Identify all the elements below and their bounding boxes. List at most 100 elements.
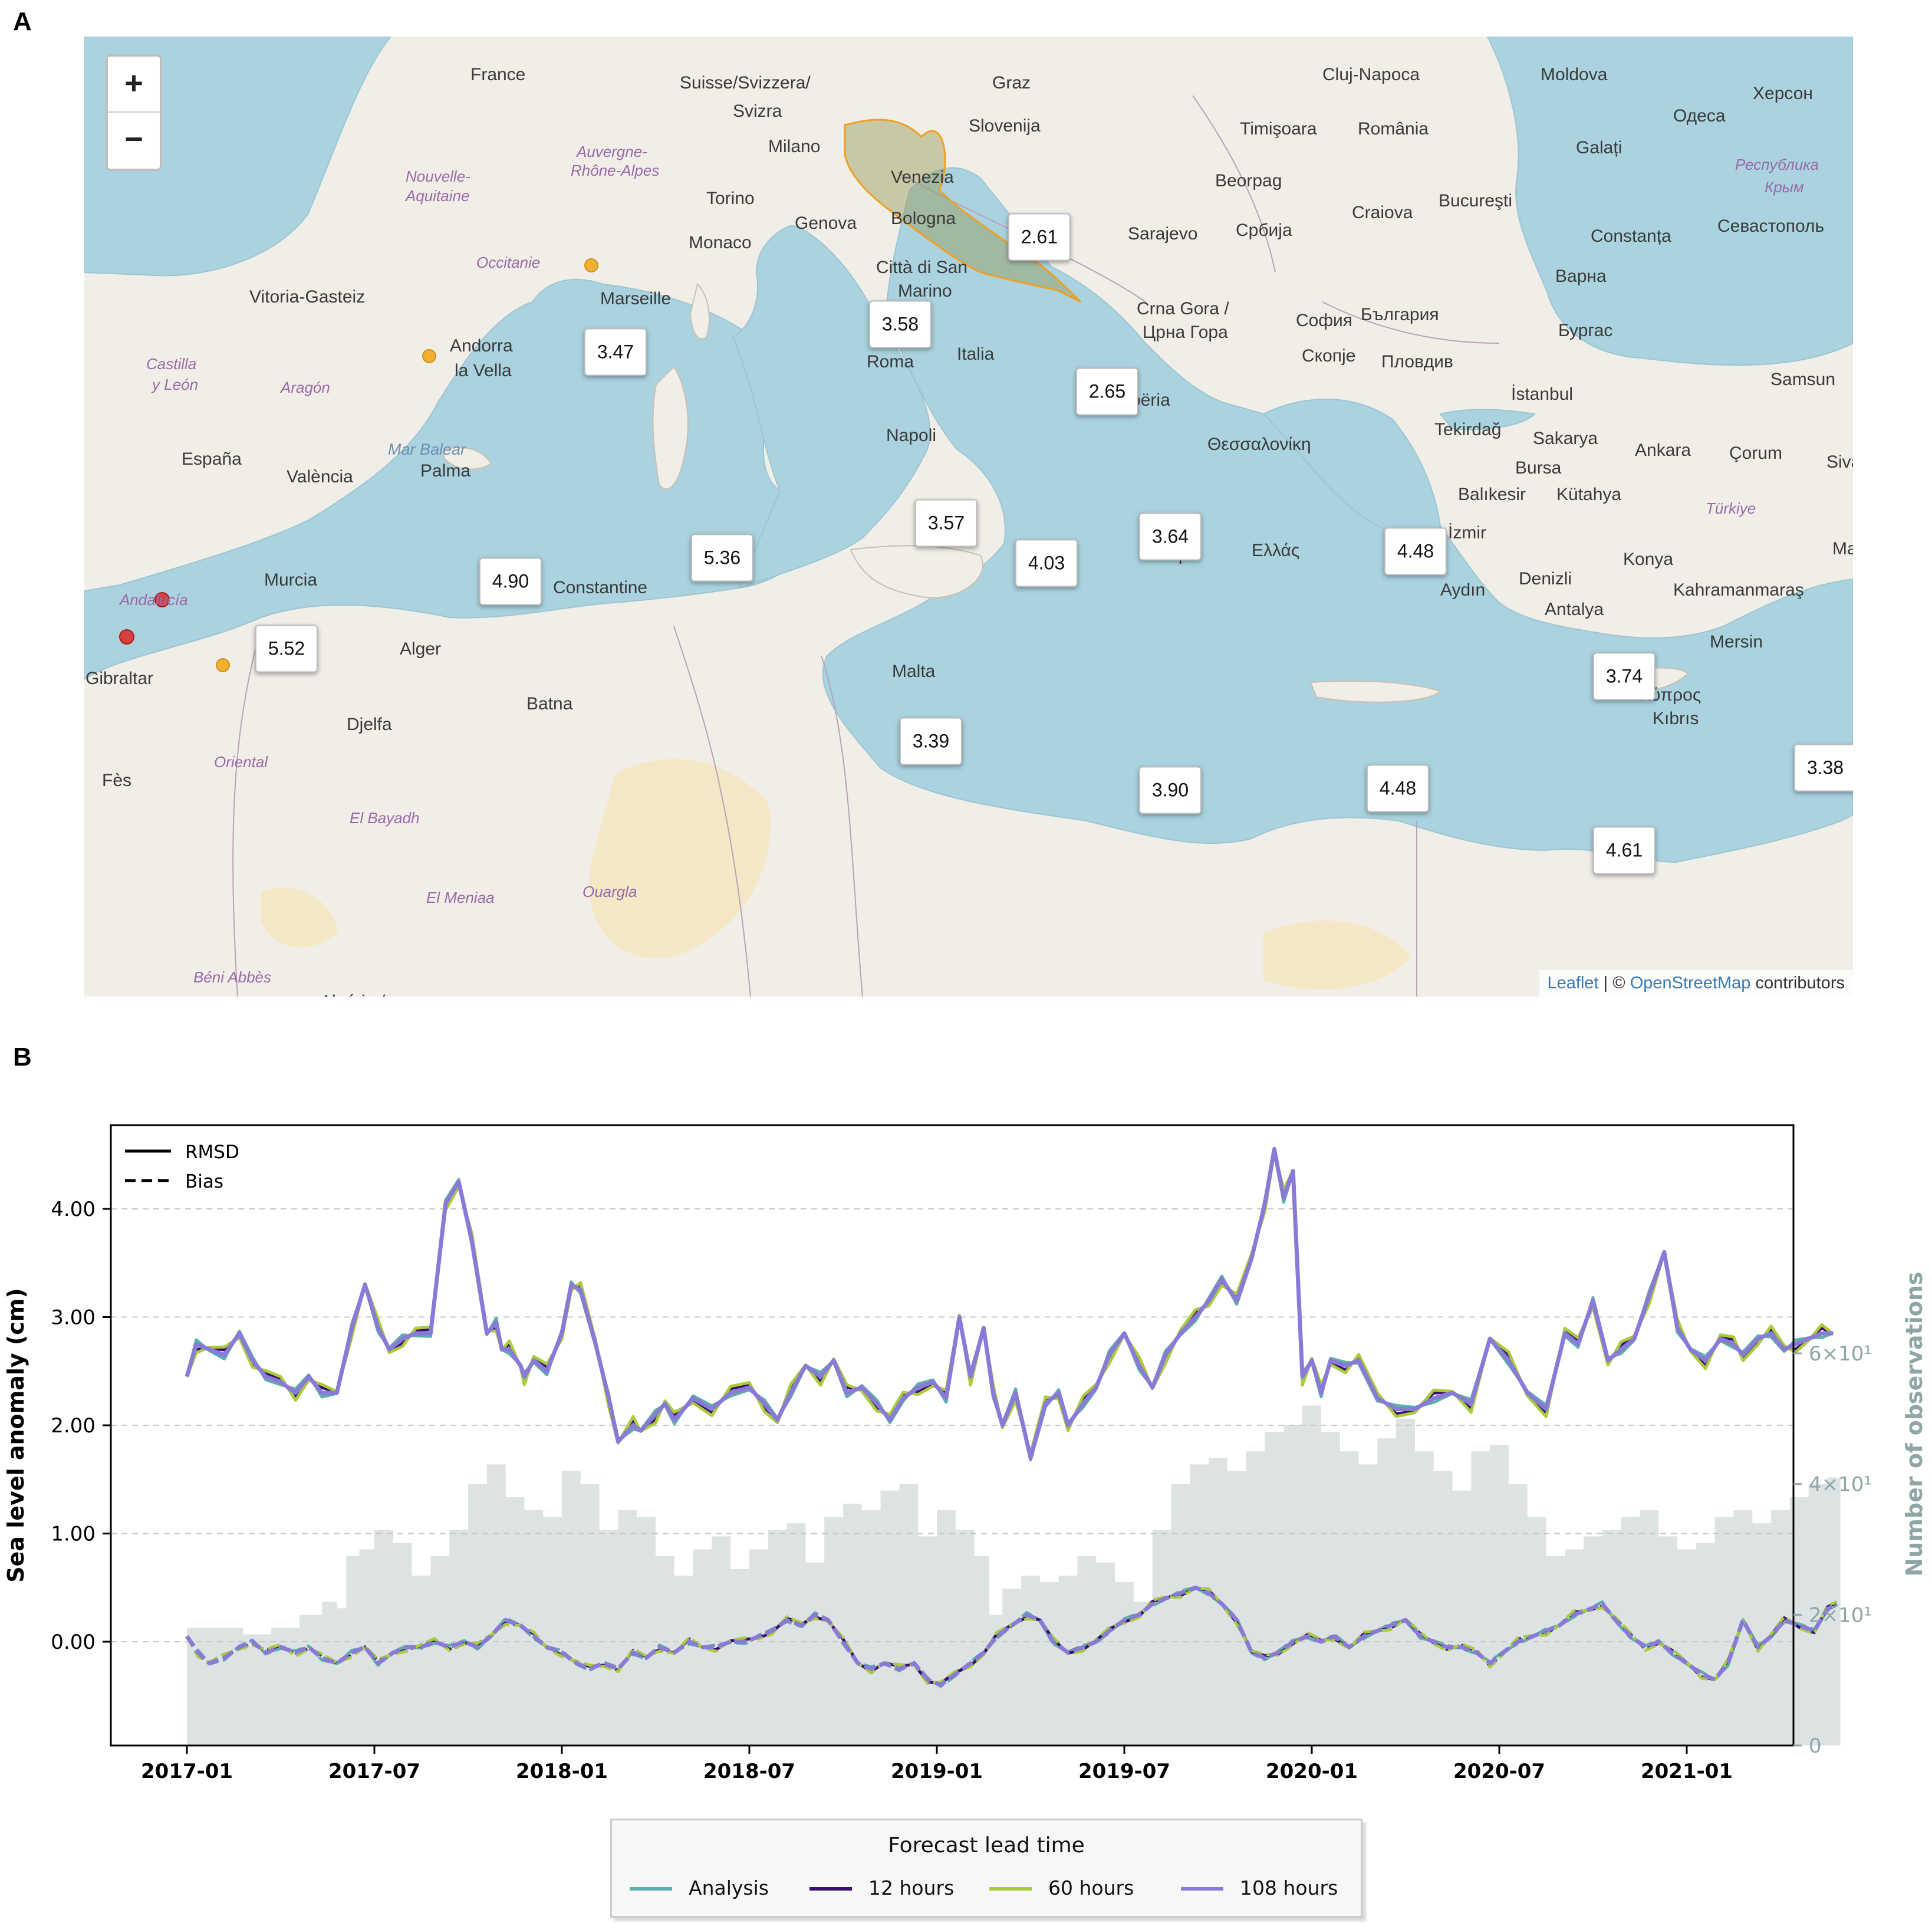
place-label: Крым (1765, 178, 1804, 196)
place-label: Sakarya (1533, 429, 1598, 448)
legend-swatch (809, 1887, 852, 1891)
place-label: Bologna (891, 209, 956, 228)
place-label: Ankara (1635, 441, 1691, 460)
place-label: Antalya (1545, 600, 1604, 619)
region-value-label[interactable]: 2.65 (1075, 367, 1139, 416)
legend-swatch (989, 1887, 1032, 1891)
place-label: Balıkesir (1458, 485, 1526, 504)
place-label: El Meniaa (426, 889, 495, 906)
region-value-label[interactable]: 3.57 (914, 499, 978, 547)
y-tick-label: 4.00 (51, 1198, 96, 1221)
place-label: El Bayadh (350, 809, 420, 827)
place-label: Црна Гора (1143, 323, 1228, 342)
time-series-chart: 2017-01 2017-07 2018-01 2018-07 2019-01 2019-… (3, 1124, 1927, 1783)
place-label: Marino (898, 281, 952, 301)
region-value-label[interactable]: 2.61 (1008, 213, 1071, 261)
legend-swatch (630, 1887, 672, 1891)
region-value-label[interactable]: 3.47 (584, 328, 647, 376)
place-label: Constantine (553, 578, 648, 597)
mallorca-island (443, 446, 492, 470)
place-label: Nouvelle- (406, 167, 470, 185)
legend-label: 108 hours (1240, 1876, 1338, 1899)
region-value-label[interactable]: 3.74 (1592, 652, 1656, 701)
panel-b-letter: B (13, 1043, 32, 1071)
place-label: España (182, 449, 242, 469)
desert-area-west (261, 887, 338, 948)
zoom-out-button[interactable]: − (124, 121, 143, 157)
y-tick-label: 1.00 (51, 1523, 96, 1546)
place-label: Sarajevo (1128, 224, 1198, 244)
attribution-sep: | © (1598, 974, 1630, 992)
region-value-label[interactable]: 4.48 (1384, 527, 1447, 576)
place-label: València (287, 467, 353, 486)
place-label: Andorra (450, 336, 513, 356)
place-label: France (470, 65, 526, 84)
place-label: Aydın (1440, 580, 1486, 600)
place-label: Mala (1832, 539, 1853, 558)
aegean-sea (1262, 399, 1441, 538)
osm-link[interactable]: OpenStreetMap (1630, 974, 1751, 992)
region-value-label[interactable]: 4.48 (1366, 764, 1430, 813)
panel-a-letter: A (13, 7, 32, 36)
legend-swatch (1181, 1887, 1223, 1891)
place-label: Beorpag (1215, 171, 1282, 190)
y-tick-label: 0.00 (51, 1631, 96, 1654)
region-value-label[interactable]: 4.03 (1015, 539, 1078, 587)
place-label: Херсон (1753, 84, 1813, 103)
place-label: Malta (892, 662, 936, 681)
place-label: Occitanie (476, 254, 541, 271)
place-label: Batna (526, 694, 573, 714)
region-value-label[interactable]: 5.36 (690, 534, 754, 582)
place-label: Ελλάς (1252, 541, 1300, 560)
place-label: Djelfa (347, 715, 392, 734)
series-lines (185, 1146, 1838, 1688)
place-label: Fès (102, 771, 132, 790)
y2-tick-label: 6×10¹ (1809, 1342, 1872, 1366)
axes: 2017-01 2017-07 2018-01 2018-07 2019-01 2019-… (51, 1198, 1872, 1783)
place-label: Castilla (146, 355, 197, 373)
place-label: Србија (1236, 221, 1292, 240)
place-label: Crna Gora / (1137, 299, 1229, 318)
legend-label: Analysis (689, 1876, 769, 1899)
place-label: Constanța (1591, 226, 1671, 246)
place-label: Torino (706, 189, 755, 208)
region-value-label[interactable]: 3.58 (868, 300, 932, 349)
region-value-label[interactable]: 3.64 (1138, 512, 1202, 561)
y2-tick-label: 4×10¹ (1809, 1473, 1872, 1497)
place-label: Bucureşti (1439, 191, 1513, 211)
region-value-label[interactable]: 3.39 (899, 717, 963, 765)
region-value-label[interactable]: 4.61 (1592, 826, 1656, 875)
place-label: İstanbul (1511, 384, 1574, 404)
place-label: Città di San (876, 258, 968, 277)
place-label: Palma (420, 461, 471, 481)
region-value-label[interactable]: 3.90 (1138, 766, 1202, 814)
place-label: Timişoara (1240, 119, 1317, 139)
bias-legend-label: Bias (185, 1171, 223, 1192)
place-label: Бургас (1558, 321, 1613, 340)
place-label: Kıbrıs (1653, 709, 1699, 728)
place-label: Murcia (264, 570, 318, 590)
x-tick-label: 2020-01 (1266, 1760, 1358, 1783)
region-value-label[interactable]: 5.52 (255, 624, 318, 673)
region-value-label[interactable]: 4.90 (479, 557, 542, 606)
station-marker (422, 349, 436, 363)
attribution-tail: contributors (1750, 974, 1845, 992)
map-view[interactable]: France Suisse/Svizzera/Svizra Graz Cluj-Nap… (84, 37, 1853, 997)
zoom-in-button[interactable]: + (108, 57, 160, 113)
place-label: İzmir (1448, 523, 1486, 543)
lead-time-legend: Forecast lead time Analysis 12 hours 60 … (610, 1819, 1362, 1918)
place-label: Aquitaine (406, 187, 470, 205)
x-tick-label: 2018-07 (703, 1760, 795, 1783)
place-label: Mar Balear (388, 441, 466, 458)
region-value-label[interactable]: 3.38 (1793, 744, 1853, 792)
place-label: Alger (400, 639, 442, 659)
station-marker-red (154, 592, 170, 607)
leaflet-link[interactable]: Leaflet (1547, 974, 1599, 992)
sardinia-island (652, 366, 689, 490)
place-label: София (1296, 311, 1353, 330)
place-label: Sivas (1826, 452, 1853, 472)
corsica-island (689, 283, 710, 340)
x-tick-label: 2017-07 (328, 1760, 420, 1783)
x-tick-label: 2021-01 (1641, 1760, 1733, 1783)
border-line (1322, 301, 1500, 344)
